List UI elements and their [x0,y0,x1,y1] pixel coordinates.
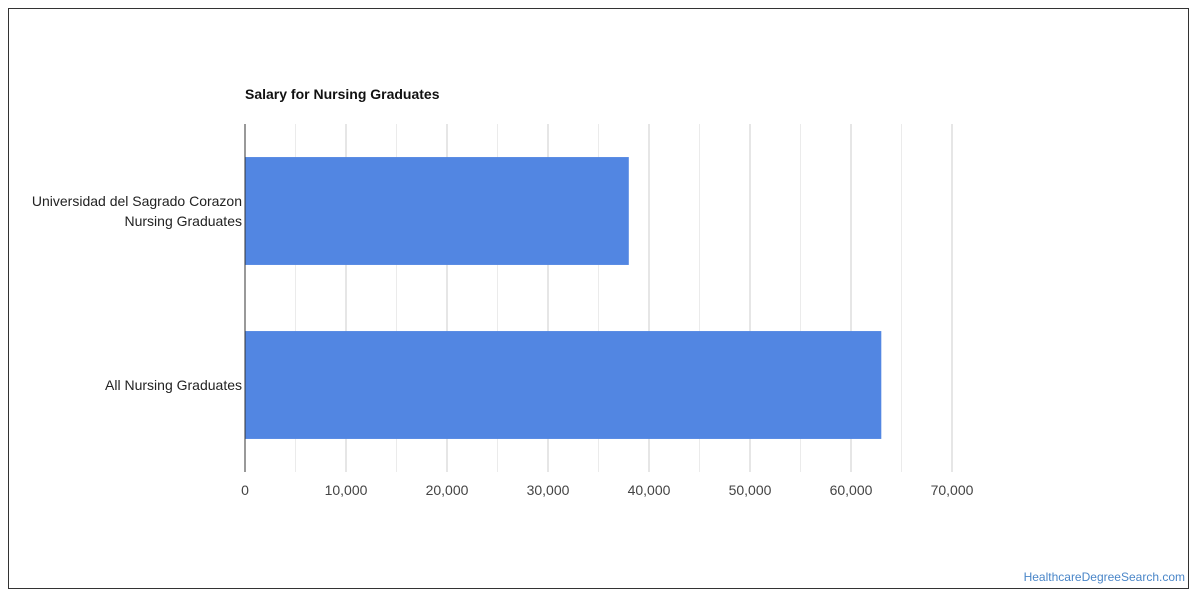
chart-title: Salary for Nursing Graduates [245,86,440,102]
bar-1 [245,331,882,439]
x-tick-label: 70,000 [931,482,974,498]
x-tick-label: 50,000 [729,482,772,498]
x-tick-label: 10,000 [325,482,368,498]
x-tick-label: 40,000 [628,482,671,498]
category-label-0-0: Universidad del Sagrado Corazon [32,193,242,209]
x-tick-label: 30,000 [527,482,570,498]
category-label-1-0: All Nursing Graduates [105,377,242,393]
x-tick-label: 20,000 [426,482,469,498]
source-watermark: HealthcareDegreeSearch.com [1023,570,1185,584]
category-label-0-1: Nursing Graduates [124,213,242,229]
x-tick-label: 60,000 [830,482,873,498]
bar-0 [245,157,629,265]
x-tick-label: 0 [241,482,249,498]
